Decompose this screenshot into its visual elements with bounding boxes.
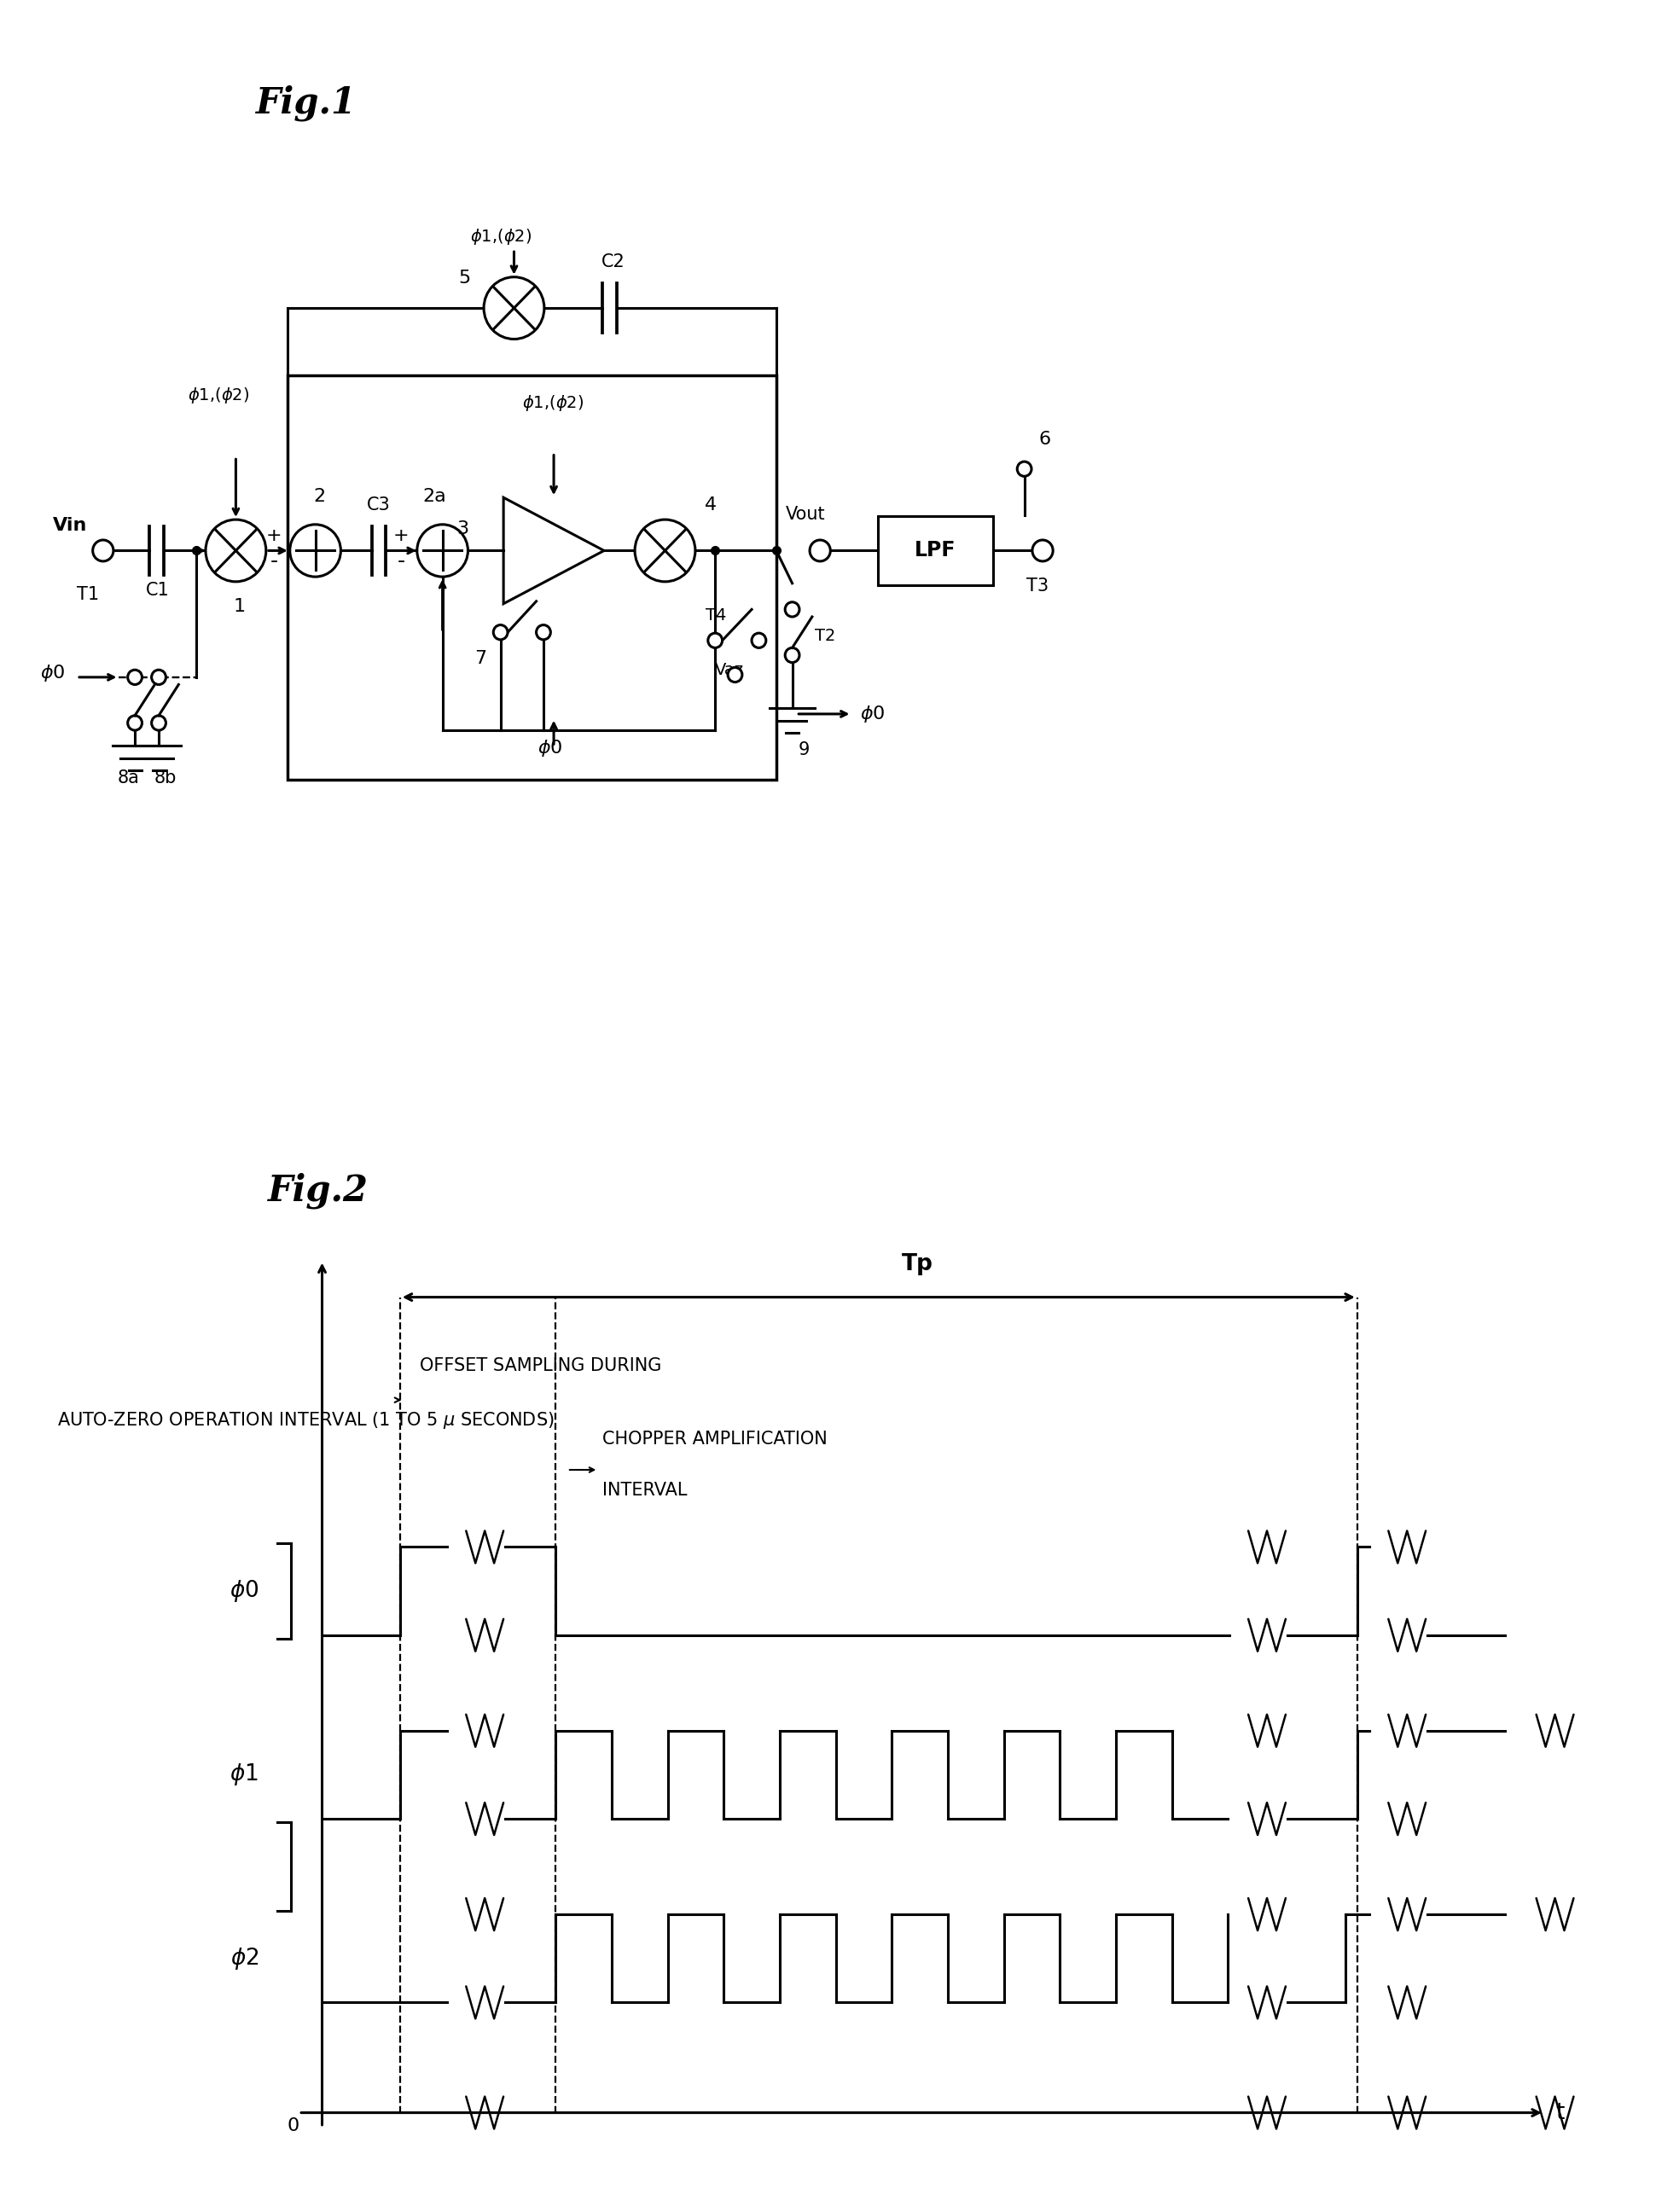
Text: T4: T4 xyxy=(705,608,727,624)
Text: t: t xyxy=(1555,2101,1565,2124)
Circle shape xyxy=(417,524,469,577)
Text: +: + xyxy=(267,526,282,544)
Text: AUTO-ZERO OPERATION INTERVAL (1 TO 5 $\mu$ SECONDS): AUTO-ZERO OPERATION INTERVAL (1 TO 5 $\m… xyxy=(58,1411,555,1431)
Text: 8b: 8b xyxy=(154,770,176,787)
Circle shape xyxy=(1017,462,1032,476)
Text: T1: T1 xyxy=(76,586,99,604)
Circle shape xyxy=(537,626,550,639)
Text: $\phi$0: $\phi$0 xyxy=(537,739,563,759)
Text: Vout: Vout xyxy=(787,507,826,522)
Text: OFFSET SAMPLING DURING: OFFSET SAMPLING DURING xyxy=(419,1356,661,1374)
Circle shape xyxy=(152,670,166,684)
Text: $\phi$0: $\phi$0 xyxy=(859,703,884,723)
Circle shape xyxy=(752,633,767,648)
Text: Fig.1: Fig.1 xyxy=(255,84,356,122)
Text: -: - xyxy=(397,551,406,571)
Circle shape xyxy=(484,276,545,338)
Text: 8a: 8a xyxy=(118,770,139,787)
Text: 6: 6 xyxy=(1038,431,1050,447)
Text: $\phi$2: $\phi$2 xyxy=(230,1947,258,1971)
Circle shape xyxy=(1032,540,1053,562)
Circle shape xyxy=(810,540,830,562)
Text: 0: 0 xyxy=(286,2117,300,2135)
Circle shape xyxy=(128,717,142,730)
Text: Vin: Vin xyxy=(53,518,88,533)
Circle shape xyxy=(205,520,267,582)
Text: INTERVAL: INTERVAL xyxy=(603,1482,687,1500)
Text: CHOPPER AMPLIFICATION: CHOPPER AMPLIFICATION xyxy=(603,1431,828,1447)
Text: Fig.2: Fig.2 xyxy=(268,1172,368,1208)
Text: 4: 4 xyxy=(705,495,717,513)
Circle shape xyxy=(493,626,508,639)
Circle shape xyxy=(128,670,142,684)
Text: 2: 2 xyxy=(313,489,325,504)
Circle shape xyxy=(634,520,696,582)
Text: 3: 3 xyxy=(457,520,469,538)
Text: LPF: LPF xyxy=(914,540,956,562)
Circle shape xyxy=(152,717,166,730)
Circle shape xyxy=(93,540,113,562)
Text: 1: 1 xyxy=(233,597,245,615)
Text: -: - xyxy=(270,551,278,571)
Bar xyxy=(288,376,777,779)
Circle shape xyxy=(290,524,341,577)
Text: $\phi$0: $\phi$0 xyxy=(230,1579,258,1604)
Text: 7: 7 xyxy=(474,650,487,666)
Text: $\phi$0: $\phi$0 xyxy=(40,664,66,684)
Text: $\phi$1,($\phi$2): $\phi$1,($\phi$2) xyxy=(470,226,532,246)
Circle shape xyxy=(729,668,742,681)
Text: T3: T3 xyxy=(1027,577,1048,595)
Circle shape xyxy=(785,602,800,617)
Text: +: + xyxy=(392,526,409,544)
Circle shape xyxy=(785,648,800,664)
Text: $\phi$1,($\phi$2): $\phi$1,($\phi$2) xyxy=(189,385,250,405)
Text: Vaz: Vaz xyxy=(715,661,744,679)
Text: C2: C2 xyxy=(601,254,626,270)
Bar xyxy=(878,515,994,586)
Text: $\phi$1: $\phi$1 xyxy=(230,1763,258,1787)
Polygon shape xyxy=(503,498,604,604)
Text: C3: C3 xyxy=(368,495,391,513)
Text: Tp: Tp xyxy=(903,1252,934,1274)
Text: $\phi$1,($\phi$2): $\phi$1,($\phi$2) xyxy=(522,394,583,414)
Text: C1: C1 xyxy=(146,582,171,599)
Text: 5: 5 xyxy=(459,270,470,288)
Text: T2: T2 xyxy=(815,628,835,644)
Text: 2a: 2a xyxy=(422,489,447,504)
Circle shape xyxy=(709,633,722,648)
Text: 9: 9 xyxy=(798,741,810,759)
